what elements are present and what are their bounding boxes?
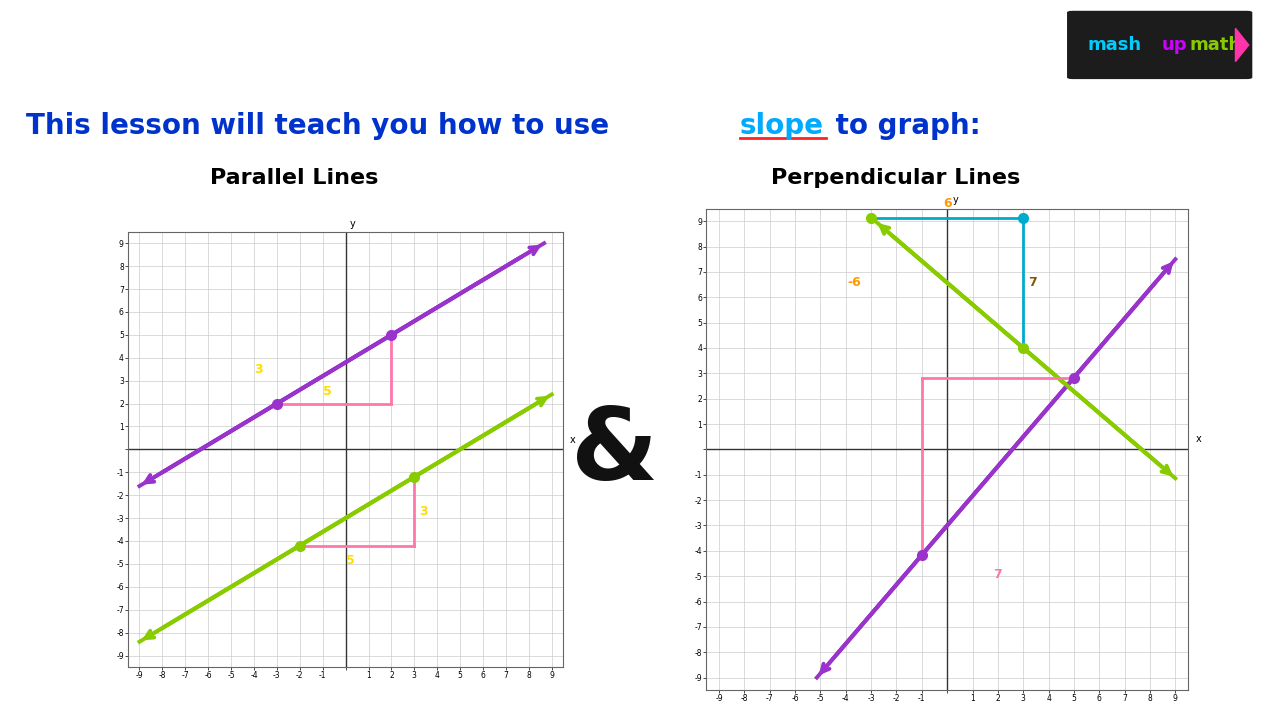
- Text: 5: 5: [346, 554, 355, 567]
- Text: This lesson will teach you how to use: This lesson will teach you how to use: [26, 112, 618, 140]
- Text: to graph:: to graph:: [826, 112, 980, 140]
- Text: Parallel Lines: Parallel Lines: [210, 168, 379, 188]
- Text: 3: 3: [419, 505, 428, 518]
- FancyBboxPatch shape: [1065, 9, 1254, 81]
- Text: y: y: [351, 219, 356, 229]
- Text: mash: mash: [1088, 36, 1142, 54]
- Text: 6: 6: [943, 197, 951, 210]
- Text: Perpendicular Lines: Perpendicular Lines: [772, 168, 1020, 188]
- Text: x: x: [1196, 434, 1202, 444]
- Text: math: math: [1190, 36, 1242, 54]
- Text: y: y: [952, 196, 957, 206]
- Text: x: x: [570, 434, 576, 444]
- Text: 7: 7: [993, 568, 1002, 581]
- Text: up: up: [1161, 36, 1187, 54]
- Text: &: &: [571, 405, 658, 501]
- Text: 3: 3: [255, 362, 264, 376]
- Text: 7: 7: [1028, 276, 1037, 289]
- Text: slope: slope: [740, 112, 824, 140]
- Text: 5: 5: [323, 385, 332, 398]
- Text: Graphing Parallel and Perpendicular Lines: Graphing Parallel and Perpendicular Line…: [32, 28, 892, 62]
- Text: -6: -6: [847, 276, 861, 289]
- Polygon shape: [1235, 28, 1249, 62]
